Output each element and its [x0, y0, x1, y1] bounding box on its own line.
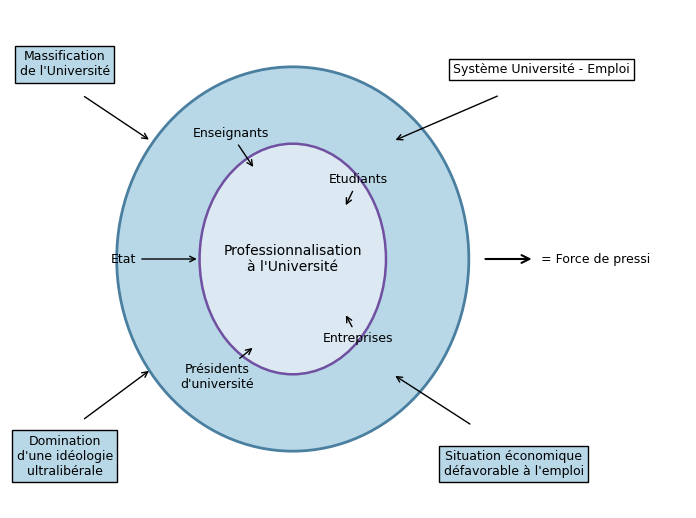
Ellipse shape	[117, 67, 469, 451]
Text: Etudiants: Etudiants	[329, 173, 388, 204]
Text: Entreprises: Entreprises	[323, 316, 394, 345]
Text: Situation économique
défavorable à l'emploi: Situation économique défavorable à l'emp…	[443, 450, 584, 478]
Text: Système Université - Emploi: Système Université - Emploi	[453, 63, 630, 76]
Text: Enseignants: Enseignants	[192, 127, 269, 166]
Text: = Force de pressi: = Force de pressi	[541, 252, 651, 266]
Text: Professionnalisation
à l'Université: Professionnalisation à l'Université	[223, 244, 362, 274]
Text: Présidents
d'université: Présidents d'université	[180, 349, 253, 391]
Text: Massification
de l'Université: Massification de l'Université	[20, 50, 110, 78]
Text: Domination
d'une idéologie
ultralibérale: Domination d'une idéologie ultralibérale	[17, 435, 113, 478]
Ellipse shape	[200, 143, 386, 375]
Text: Etat: Etat	[111, 252, 195, 266]
